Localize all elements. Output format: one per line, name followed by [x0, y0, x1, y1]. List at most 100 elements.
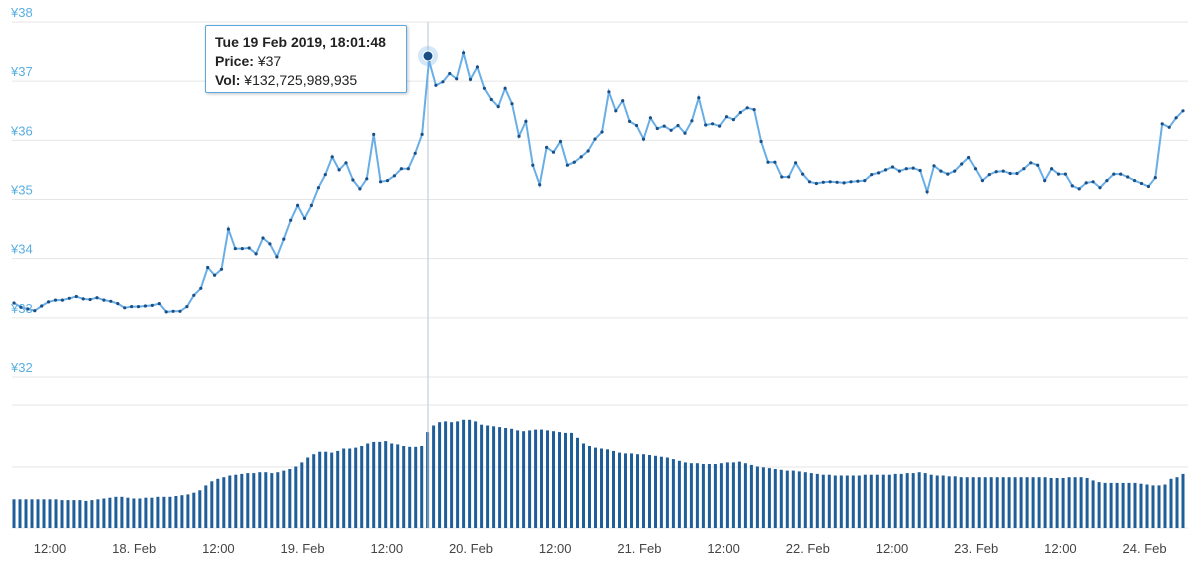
- volume-bar: [1139, 483, 1143, 528]
- hover-marker[interactable]: [422, 50, 434, 62]
- volume-bar: [552, 431, 555, 528]
- price-point: [226, 227, 230, 231]
- price-point: [420, 132, 424, 136]
- price-point: [842, 181, 846, 185]
- volume-bar: [462, 419, 466, 528]
- volume-bar: [767, 468, 771, 528]
- volume-bar: [755, 466, 759, 528]
- volume-bar: [1055, 478, 1059, 528]
- volume-bar: [995, 477, 999, 528]
- price-point: [455, 77, 459, 81]
- volume-bar: [588, 446, 591, 528]
- price-point: [662, 124, 666, 128]
- volume-bar: [60, 500, 64, 528]
- volume-bar: [851, 475, 855, 528]
- volume-bar: [546, 430, 549, 528]
- volume-bar: [725, 462, 729, 528]
- price-point: [358, 187, 362, 191]
- price-point: [1153, 176, 1157, 180]
- volume-bar: [899, 473, 903, 528]
- price-point: [143, 304, 147, 308]
- price-point: [994, 170, 998, 174]
- volume-bar: [1001, 477, 1005, 528]
- price-point: [468, 77, 473, 81]
- price-point: [157, 302, 161, 306]
- volume-bar: [438, 422, 442, 528]
- volume-bar: [665, 457, 669, 528]
- volume-bar: [689, 463, 693, 528]
- volume-bar: [659, 456, 663, 528]
- volume-bar: [582, 443, 585, 528]
- volume-bar: [498, 427, 502, 528]
- volume-bar: [156, 496, 160, 528]
- volume-bar: [402, 446, 406, 528]
- price-point: [109, 299, 113, 303]
- price-point: [1022, 167, 1026, 171]
- price-point: [980, 179, 985, 183]
- price-point: [178, 309, 182, 313]
- price-point: [1098, 186, 1102, 190]
- price-point: [462, 51, 466, 55]
- price-point: [26, 307, 30, 311]
- price-point: [953, 169, 957, 173]
- price-point: [192, 293, 196, 297]
- volume-bar: [414, 446, 418, 528]
- price-point: [801, 172, 805, 176]
- volume-bar: [444, 421, 448, 528]
- tooltip-date: Tue 19 Feb 2019, 18:01:48: [215, 34, 386, 50]
- volume-bar: [324, 451, 328, 528]
- x-tick-label: 12:00: [876, 541, 909, 556]
- price-point: [434, 83, 438, 87]
- volume-bar: [737, 461, 741, 528]
- volume-bar: [695, 463, 699, 528]
- volume-bar: [803, 472, 807, 528]
- price-point: [247, 246, 251, 250]
- volume-bar: [1115, 482, 1119, 528]
- price-point: [351, 178, 355, 182]
- price-point: [289, 218, 293, 222]
- volume-bar: [288, 469, 292, 528]
- price-point: [323, 173, 327, 177]
- price-point: [884, 168, 888, 172]
- volume-bar: [731, 462, 735, 528]
- price-point: [150, 303, 154, 307]
- volume-bar: [120, 496, 124, 528]
- volume-bar: [887, 474, 891, 528]
- price-point: [648, 116, 653, 120]
- volume-bar: [630, 453, 633, 528]
- price-point: [47, 300, 51, 304]
- price-points: [12, 51, 1185, 314]
- volume-bar: [168, 496, 172, 528]
- volume-bar: [618, 452, 621, 528]
- price-point: [1160, 122, 1164, 126]
- volume-bar: [252, 473, 256, 528]
- price-point: [863, 179, 867, 183]
- volume-bar: [606, 449, 609, 528]
- volume-bar: [222, 477, 226, 528]
- volume-bar: [570, 432, 573, 528]
- y-tick-label: ¥38: [10, 5, 33, 20]
- price-point: [1112, 172, 1116, 176]
- price-point: [517, 134, 521, 138]
- price-point: [510, 102, 514, 106]
- price-point: [870, 173, 874, 177]
- price-point: [897, 169, 902, 173]
- volume-bar: [510, 428, 514, 528]
- volume-bar: [282, 470, 286, 528]
- volume-bar: [150, 497, 154, 528]
- price-point: [690, 119, 694, 123]
- price-point: [1174, 116, 1178, 120]
- price-point: [330, 155, 334, 159]
- price-point: [164, 310, 168, 314]
- price-point: [960, 162, 964, 166]
- price-point: [268, 242, 272, 246]
- price-point: [1077, 187, 1081, 191]
- volume-bar: [432, 425, 436, 528]
- price-point: [1063, 172, 1067, 176]
- x-tick-label: 12:00: [371, 541, 404, 556]
- price-point: [787, 175, 791, 179]
- volume-bar: [1085, 478, 1089, 528]
- price-point: [1133, 179, 1137, 183]
- volume-bar: [162, 496, 166, 528]
